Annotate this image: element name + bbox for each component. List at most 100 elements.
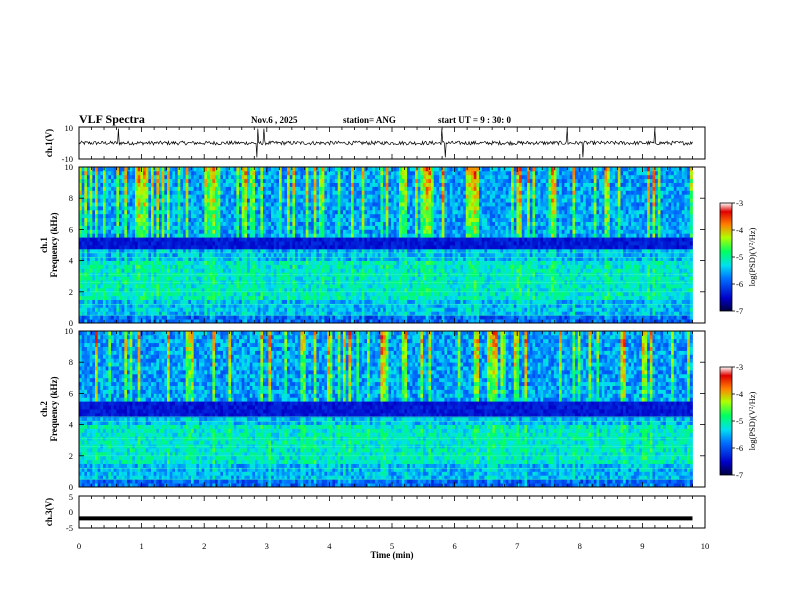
spectrogram-cell [228, 170, 232, 176]
spectrogram-cell [348, 245, 352, 250]
spectrogram-cell [199, 303, 203, 308]
spectrogram-cell [228, 276, 232, 281]
spectrogram-cell [175, 170, 179, 176]
spectrogram-cell [281, 303, 285, 308]
spectrogram-cell [209, 307, 213, 312]
spectrogram-cell [321, 221, 325, 226]
spectrogram-cell [135, 217, 139, 222]
spectrogram-cell [161, 217, 165, 222]
spectrogram-cell [199, 241, 203, 246]
spectrogram-cell [359, 202, 363, 207]
spectrogram-cell [103, 237, 107, 242]
spectrogram-cell [239, 229, 243, 234]
spectrogram-cell [231, 174, 235, 180]
spectrogram-cell [377, 213, 381, 219]
spectrogram-cell [95, 233, 99, 238]
spectrogram-cell [361, 241, 365, 246]
spectrogram-cell [268, 295, 272, 300]
spectrogram-cell [284, 170, 288, 176]
spectrogram-cell [263, 167, 267, 172]
spectrogram-cell [257, 248, 261, 254]
spectrogram-cell [247, 194, 251, 199]
spectrogram-cell [223, 198, 227, 203]
spectrogram-cell [151, 221, 155, 226]
spectrogram-cell [84, 241, 88, 246]
spectrogram-cell [159, 303, 163, 308]
spectrogram-cell [321, 190, 325, 195]
spectrogram-cell [236, 252, 240, 258]
spectrogram-cell [175, 299, 179, 304]
spectrogram-cell [113, 233, 117, 238]
spectrogram-cell [148, 252, 152, 258]
spectrogram-cell [383, 182, 387, 187]
spectrogram-cell [321, 319, 325, 324]
spectrogram-cell [257, 174, 261, 180]
spectrogram-cell [116, 209, 120, 215]
spectrogram-cell [404, 319, 408, 324]
spectrogram-cell [161, 264, 165, 269]
spectrogram-cell [201, 284, 205, 289]
spectrogram-cell [377, 206, 381, 211]
spectrogram-cell [345, 225, 349, 230]
spectrogram-cell [319, 202, 323, 207]
spectrogram-cell [116, 225, 120, 230]
spectrogram-cell [399, 287, 403, 293]
spectrogram-cell [148, 217, 152, 222]
spectrogram-cell [255, 276, 259, 281]
spectrogram-cell [249, 237, 253, 242]
spectrogram-cell [185, 268, 189, 273]
spectrogram-cell [351, 190, 355, 195]
spectrogram-cell [340, 174, 344, 180]
spectrogram-cell [335, 252, 339, 258]
spectrogram-cell [273, 284, 277, 289]
spectrogram-cell [228, 202, 232, 207]
spectrogram-cell [207, 264, 211, 269]
spectrogram-cell [159, 233, 163, 238]
spectrogram-cell [100, 225, 104, 230]
spectrogram-cell [225, 307, 229, 312]
spectrogram-cell [351, 268, 355, 273]
spectrogram-cell [137, 248, 141, 254]
spectrogram-cell [145, 303, 149, 308]
spectrogram-cell [281, 221, 285, 226]
spectrogram-cell [185, 174, 189, 180]
spectrogram-cell [324, 264, 328, 269]
spectrogram-cell [183, 260, 187, 265]
spectrogram-cell [369, 241, 373, 246]
spectrogram-cell [129, 311, 133, 316]
spectrogram-cell [260, 229, 264, 234]
spectrogram-cell [236, 276, 240, 281]
spectrogram-cell [380, 217, 384, 222]
spectrogram-cell [127, 252, 131, 258]
spectrogram-cell [383, 295, 387, 300]
spectrogram-cell [196, 319, 200, 324]
spectrogram-cell [100, 264, 104, 269]
spectrogram-cell [311, 315, 315, 320]
spectrogram-cell [84, 299, 88, 304]
spectrogram-cell [303, 299, 307, 304]
spectrogram-cell [297, 186, 301, 191]
spectrogram-cell [292, 233, 296, 238]
spectrogram-cell [172, 295, 176, 300]
spectrogram-cell [225, 287, 229, 293]
spectrogram-cell [337, 311, 341, 316]
spectrogram-cell [305, 202, 309, 207]
spectrogram-cell [273, 233, 277, 238]
spectrogram-cell [351, 217, 355, 222]
spectrogram-cell [169, 311, 173, 316]
spectrogram-cell [313, 248, 317, 254]
spectrogram-cell [108, 287, 112, 293]
spectrogram-cell [172, 319, 176, 324]
spectrogram-cell [393, 245, 397, 250]
spectrogram-cell [337, 186, 341, 191]
spectrogram-cell [284, 225, 288, 230]
spectrogram-cell [159, 256, 163, 261]
spectrogram-cell [335, 194, 339, 199]
spectrogram-cell [276, 319, 280, 324]
spectrogram-cell [217, 248, 221, 254]
spectrogram-cell [327, 307, 331, 312]
spectrogram-cell [276, 307, 280, 312]
spectrogram-cell [295, 170, 299, 176]
spectrogram-cell [172, 209, 176, 215]
spectrogram-cell [385, 276, 389, 281]
